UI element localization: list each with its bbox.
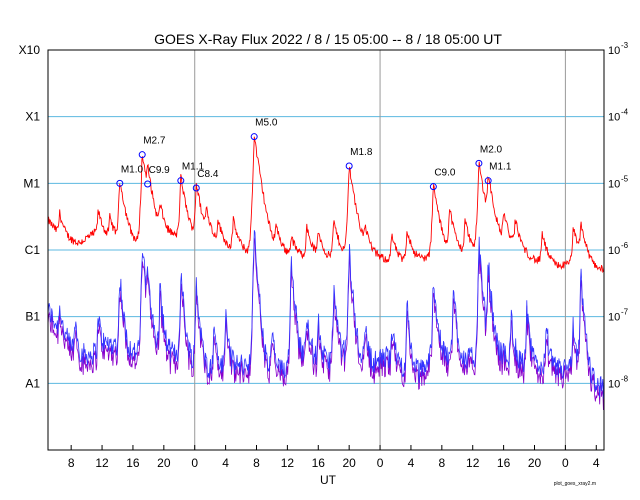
right-tick-label: 10 xyxy=(608,245,620,257)
left-tick-label: X10 xyxy=(19,43,41,57)
flare-marker xyxy=(177,177,185,185)
x-tick-label: 16 xyxy=(497,456,511,470)
flare-label: M1.1 xyxy=(182,162,205,173)
x-tick-label: 16 xyxy=(312,456,326,470)
series-lines xyxy=(47,136,605,411)
flare-label: C8.4 xyxy=(197,169,219,180)
flare-marker xyxy=(484,177,492,185)
left-tick-label: X1 xyxy=(25,110,40,124)
flare-label: C9.9 xyxy=(149,165,171,176)
flare-label: C9.0 xyxy=(434,168,456,179)
flare-label: M2.7 xyxy=(143,136,166,147)
x-tick-label: 12 xyxy=(466,456,480,470)
right-tick-exponent: -3 xyxy=(621,41,629,50)
flare-marker xyxy=(144,180,152,188)
x-tick-label: 0 xyxy=(562,456,569,470)
short-channel-line xyxy=(47,230,605,399)
right-tick-label: 10 xyxy=(608,112,620,124)
flare-label: M2.0 xyxy=(480,144,503,155)
right-tick-exponent: -8 xyxy=(621,374,629,383)
flare-marker xyxy=(116,179,124,187)
flare-label: M5.0 xyxy=(255,118,278,129)
left-tick-label: C1 xyxy=(25,243,41,257)
right-tick-exponent: -5 xyxy=(621,174,629,183)
flare-marker xyxy=(250,133,258,141)
flare-label: M1.0 xyxy=(121,164,144,175)
x-tick-label: 0 xyxy=(191,456,198,470)
flare-marker xyxy=(192,184,200,192)
left-tick-label: B1 xyxy=(25,310,40,324)
x-tick-label: 20 xyxy=(342,456,356,470)
flare-marker xyxy=(475,159,483,167)
chart-title: GOES X-Ray Flux 2022 / 8 / 15 05:00 -- 8… xyxy=(154,31,502,47)
right-axis-labels: 10-310-410-510-610-710-8 xyxy=(608,41,629,390)
right-tick-exponent: -6 xyxy=(621,241,629,250)
flare-markers: M1.0M2.7C9.9 M1.1C8.4M5.0M1.8C9.0M2.0M1.1 xyxy=(116,118,512,192)
short-channel-low-line xyxy=(47,237,605,411)
x-tick-label: 0 xyxy=(377,456,384,470)
left-axis-labels: X10 X1 M1 C1 B1 A1 xyxy=(19,43,41,390)
right-tick-label: 10 xyxy=(608,378,620,390)
day-boundary-lines xyxy=(194,50,566,450)
x-tick-label: 20 xyxy=(528,456,542,470)
x-axis-label: UT xyxy=(320,473,337,487)
flare-label: M1.1 xyxy=(489,162,512,173)
x-tick-label: 20 xyxy=(157,456,171,470)
x-axis-ticks: 8 12 16 20 0 4 8 12 16 20 0 4 8 12 16 20 0 4 xyxy=(68,445,600,470)
left-tick-label: M1 xyxy=(23,176,40,190)
plot-frame xyxy=(47,49,605,451)
left-tick-label: A1 xyxy=(25,376,40,390)
x-tick-label: 8 xyxy=(253,456,260,470)
x-tick-label: 4 xyxy=(222,456,229,470)
flare-label: M1.8 xyxy=(350,147,373,158)
x-tick-label: 16 xyxy=(126,456,140,470)
right-tick-exponent: -4 xyxy=(621,108,629,117)
x-tick-label: 4 xyxy=(593,456,600,470)
credit-text: plot_goes_xray2.m xyxy=(554,481,596,487)
flare-marker xyxy=(345,162,353,170)
x-tick-label: 8 xyxy=(438,456,445,470)
x-tick-label: 8 xyxy=(68,456,75,470)
right-tick-label: 10 xyxy=(608,178,620,190)
right-tick-label: 10 xyxy=(608,45,620,57)
long-channel-line xyxy=(47,136,605,274)
x-tick-label: 4 xyxy=(408,456,415,470)
right-tick-label: 10 xyxy=(608,312,620,324)
flare-marker xyxy=(138,151,146,159)
x-tick-label: 12 xyxy=(281,456,295,470)
x-tick-label: 12 xyxy=(95,456,109,470)
right-tick-exponent: -7 xyxy=(621,308,629,317)
grid-lines xyxy=(48,116,604,384)
flare-marker xyxy=(429,183,437,191)
